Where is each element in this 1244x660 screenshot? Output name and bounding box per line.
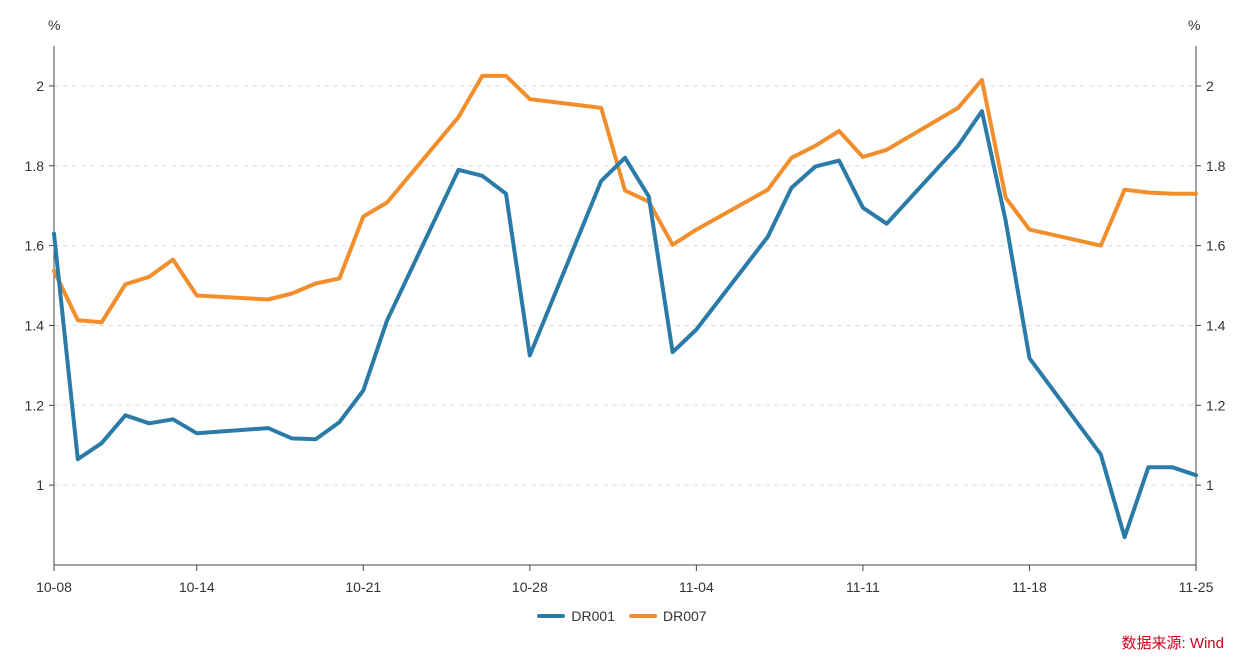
source-note: 数据来源: Wind <box>1121 635 1224 652</box>
right-y-tick-label: 1.4 <box>1206 317 1226 333</box>
grid-lines <box>54 85 1196 486</box>
axis-ticks: 1 1 1.2 1.2 1.4 1.4 1.6 1.6 1.8 1.8 2 2 10-08 10-14 10… <box>25 78 1226 595</box>
x-tick-label: 11-11 <box>846 579 880 595</box>
right-y-tick-label: 1.6 <box>1206 238 1226 254</box>
right-y-unit: % <box>1188 17 1200 33</box>
legend-swatch-dr001 <box>537 614 566 618</box>
legend-item-dr007[interactable]: DR007 <box>629 608 707 624</box>
left-y-tick-label: 1.4 <box>25 317 45 333</box>
x-tick-label: 10-08 <box>36 579 72 595</box>
right-y-tick-label: 1.8 <box>1206 158 1226 174</box>
legend-label-dr007: DR007 <box>663 608 707 624</box>
left-y-tick-label: 1 <box>36 477 44 493</box>
right-y-tick-label: 1 <box>1206 477 1214 493</box>
x-tick-label: 10-28 <box>512 579 548 595</box>
legend-item-dr001[interactable]: DR001 <box>537 608 615 624</box>
x-tick-label: 11-25 <box>1179 579 1214 595</box>
legend-swatch-dr007 <box>629 614 657 618</box>
right-y-tick-label: 2 <box>1206 78 1214 94</box>
series-line-dr001 <box>52 109 1198 540</box>
left-y-tick-label: 1.2 <box>25 397 45 413</box>
series-line-dr007 <box>52 73 1198 325</box>
x-tick-label: 10-21 <box>345 579 381 595</box>
line-chart: % % 1 1 1.2 1.2 1.4 1.4 1.6 1.6 1.8 1.8 2 2 10-08 10-… <box>25 17 1226 595</box>
right-y-tick-label: 1.2 <box>1206 397 1226 413</box>
axes: % % <box>48 17 1200 566</box>
x-tick-label: 10-14 <box>179 579 215 595</box>
legend: DR001 DR007 <box>0 608 1244 624</box>
series-lines <box>52 73 1198 540</box>
x-tick-label: 11-04 <box>679 579 714 595</box>
legend-label-dr001: DR001 <box>571 608 615 624</box>
left-y-unit: % <box>48 17 60 33</box>
x-tick-label: 11-18 <box>1012 579 1047 595</box>
left-y-tick-label: 2 <box>36 78 44 94</box>
left-y-tick-label: 1.8 <box>25 158 45 174</box>
left-y-tick-label: 1.6 <box>25 238 45 254</box>
